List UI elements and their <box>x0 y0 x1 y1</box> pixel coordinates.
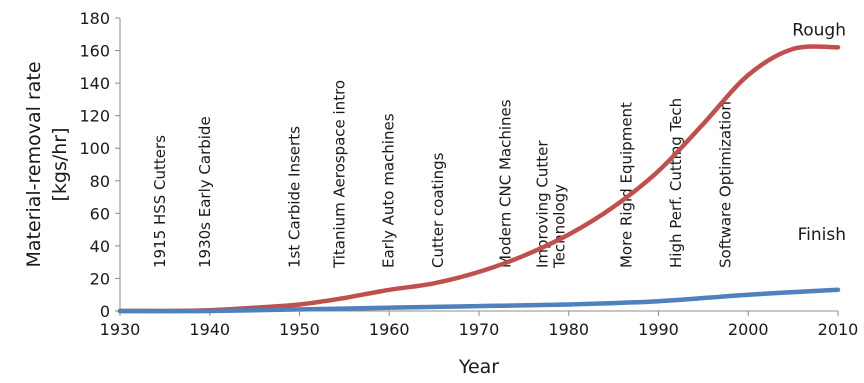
x-tick-label: 2000 <box>728 320 769 339</box>
annotation-label: High Perf. Cutting Tech <box>667 98 685 268</box>
y-tick-label: 40 <box>90 237 110 256</box>
y-tick-label: 20 <box>90 269 110 288</box>
y-tick-label: 160 <box>79 42 110 61</box>
x-axis-title: Year <box>458 356 499 378</box>
x-tick-label: 1930 <box>100 320 141 339</box>
y-tick-label: 120 <box>79 107 110 126</box>
x-tick-label: 1970 <box>459 320 500 339</box>
x-tick-label: 1940 <box>189 320 230 339</box>
annotation-label: 1915 HSS Cutters <box>151 135 169 268</box>
x-tick-label: 2010 <box>818 320 859 339</box>
x-tick-label: 1980 <box>548 320 589 339</box>
annotation-label: Cutter coatings <box>429 152 447 268</box>
annotation-label: Improving Cutter <box>533 140 551 268</box>
annotation-label: Titanium Aerospace intro <box>330 80 348 269</box>
y-axis-title-line2: [kgs/hr] <box>49 127 71 201</box>
annotation-label: 1930s Early Carbide <box>196 116 214 268</box>
annotation-label: Modern CNC Machines <box>496 99 514 268</box>
series-label-finish: Finish <box>798 225 846 245</box>
y-tick-label: 100 <box>79 139 110 158</box>
y-tick-label: 140 <box>79 74 110 93</box>
y-tick-label: 80 <box>90 172 110 191</box>
annotation-label: 1st Carbide Inserts <box>286 126 304 268</box>
annotation-label: Software Optimization <box>716 101 734 268</box>
annotation-label-line2: Technology <box>550 184 568 269</box>
y-tick-label: 60 <box>90 204 110 223</box>
y-tick-label: 180 <box>79 9 110 28</box>
annotation-label: More Rigid Equipment <box>618 102 636 268</box>
y-axis-title-line1: Material-removal rate <box>23 61 45 267</box>
y-tick-label: 0 <box>100 302 110 321</box>
series-line-finish <box>117 287 841 314</box>
x-tick-label: 1960 <box>369 320 410 339</box>
x-tick-label: 1990 <box>638 320 679 339</box>
series-label-rough: Rough <box>792 20 846 40</box>
x-tick-label: 1950 <box>279 320 320 339</box>
annotation-label: Early Auto machines <box>380 113 398 268</box>
